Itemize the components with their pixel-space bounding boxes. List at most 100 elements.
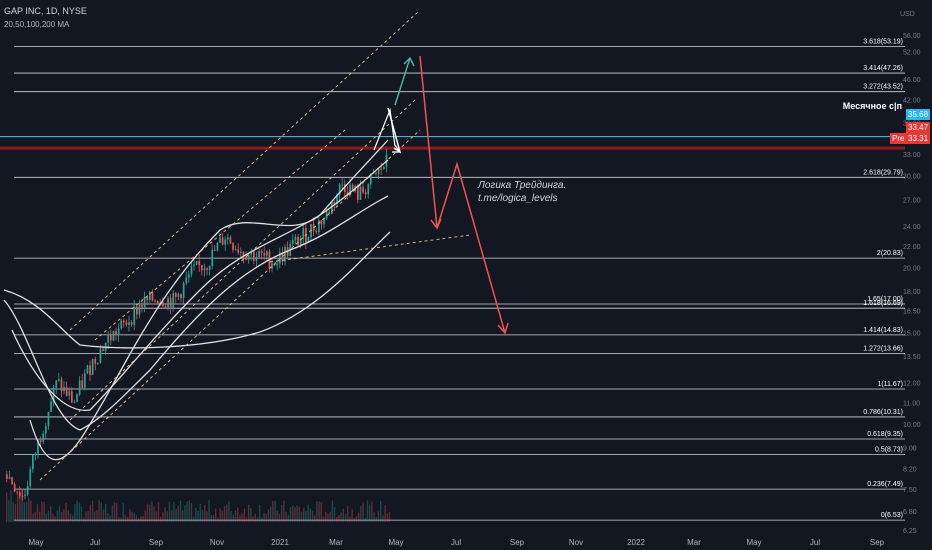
candle-body	[362, 186, 364, 193]
volume-bar	[366, 500, 369, 522]
volume-bar	[30, 500, 32, 522]
volume-bar	[289, 506, 292, 522]
annotation-line-2: t.me/logica_levels	[478, 193, 558, 204]
candle-body	[34, 453, 37, 456]
time-axis-label: 2022	[627, 538, 645, 547]
volume-bar	[309, 508, 311, 522]
price-axis-label: 22.00	[903, 244, 921, 251]
volume-bar	[384, 505, 386, 522]
candle-body	[151, 291, 154, 301]
candle-body	[336, 194, 338, 205]
volume-bar	[274, 500, 276, 522]
volume-bar	[193, 516, 195, 522]
volume-bar	[296, 505, 298, 522]
volume-bar	[336, 517, 338, 522]
candle-body	[117, 328, 120, 336]
time-axis-label: May	[28, 538, 43, 547]
moving-average-line	[3, 231, 391, 349]
volume-bar	[261, 517, 263, 522]
volume-bar	[210, 515, 212, 522]
candle-body	[102, 348, 104, 351]
volume-bar	[39, 511, 41, 522]
volume-bar	[292, 505, 294, 522]
candle-body	[260, 251, 263, 254]
candle-body	[312, 223, 315, 231]
candle-body	[234, 249, 237, 251]
volume-bar	[358, 512, 360, 522]
candle-body	[55, 380, 58, 388]
candle-body	[328, 211, 331, 215]
volume-bar	[168, 501, 171, 522]
target-arrow-head	[403, 56, 415, 67]
volume-bar	[201, 510, 204, 522]
volume-bar	[237, 507, 239, 522]
candle-body	[58, 379, 60, 381]
candle-body	[255, 257, 258, 261]
volume-bar	[162, 512, 164, 522]
volume-bar	[197, 510, 199, 522]
volume-bar	[311, 511, 314, 522]
price-axis-label: 12.00	[903, 381, 921, 388]
volume-bar	[144, 510, 146, 522]
volume-bar	[122, 503, 124, 522]
candle-body	[99, 348, 102, 363]
fib-level-label: 3.618(53.19)	[863, 38, 903, 45]
fib-level-label: 1.272(13.66)	[863, 345, 903, 352]
volume-bar	[160, 516, 162, 522]
volume-bar	[98, 500, 100, 522]
volume-bar	[14, 503, 17, 522]
time-axis-label: Mar	[687, 538, 701, 547]
volume-bar	[12, 502, 14, 522]
volume-bar	[362, 502, 364, 522]
candle-body	[32, 455, 34, 470]
white-arrow-head	[392, 144, 402, 153]
volume-bar	[248, 504, 250, 522]
volume-bar	[272, 500, 274, 522]
candle-body	[76, 394, 78, 403]
volume-bar	[63, 509, 65, 522]
price-axis-label: 13.50	[903, 354, 921, 361]
projection-arrow-head-2	[497, 322, 509, 335]
candle-body	[21, 495, 24, 497]
price-axis-label: 52.00	[903, 50, 921, 57]
time-axis-label: May	[388, 538, 403, 547]
volume-bar	[140, 516, 142, 522]
volume-bar	[45, 513, 47, 522]
price-axis-label: 46.00	[903, 77, 921, 84]
candle-body	[281, 252, 284, 262]
candle-body	[24, 494, 26, 496]
channel-inner-line	[94, 129, 346, 341]
candle-body	[331, 201, 333, 215]
candle-body	[94, 358, 97, 364]
volume-bar	[276, 510, 278, 522]
candle-body	[130, 322, 133, 325]
price-axis-label: 42.00	[903, 98, 921, 105]
candle-body	[370, 173, 372, 185]
premarket-price-badge: 33.31	[906, 133, 931, 144]
volume-bar	[351, 509, 353, 522]
volume-bar	[28, 497, 30, 522]
candle-body	[284, 247, 286, 262]
moving-average-line	[11, 159, 389, 411]
volume-bar	[270, 506, 272, 522]
white-arrow-body	[373, 107, 396, 151]
volume-bar	[250, 508, 252, 522]
fib-level-label: 0.236(7.49)	[867, 481, 903, 488]
text-annotation[interactable]: Логика Трейдинга. t.me/logica_levels	[476, 178, 569, 206]
volume-bar	[329, 511, 331, 522]
volume-bar	[109, 515, 111, 522]
projection-arrow	[419, 55, 506, 334]
fib-level-label: 3.272(43.52)	[863, 84, 903, 91]
volume-bar	[47, 510, 50, 522]
volume-bar	[195, 508, 197, 522]
candle-body	[195, 260, 198, 265]
volume-bar	[382, 515, 384, 522]
annotation-line-1: Логика Трейдинга.	[478, 180, 567, 191]
candle-body	[47, 411, 50, 427]
candle-body	[167, 298, 169, 308]
volume-bar	[364, 517, 366, 522]
volume-bar	[19, 493, 21, 522]
candle-body	[115, 330, 117, 336]
candle-body	[383, 166, 385, 170]
